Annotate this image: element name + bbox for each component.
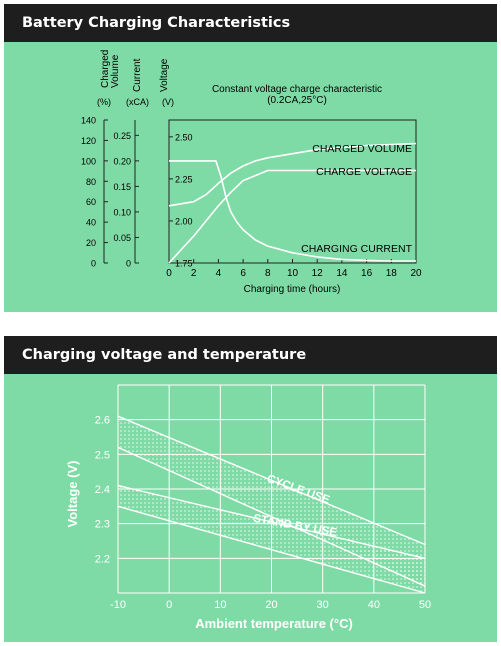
current-tick-label: 0: [126, 259, 131, 269]
x-tick-label: 10: [214, 599, 226, 611]
x-tick-label: 16: [361, 268, 373, 279]
x-tick-label: 4: [216, 268, 222, 279]
x-tick-label: 20: [265, 599, 277, 611]
x-tick-label: 30: [317, 599, 329, 611]
x-tick-label: -10: [110, 599, 126, 611]
current-tick-label: 0.10: [113, 207, 131, 217]
x-tick-label: 6: [240, 268, 246, 279]
x-tick-label: 10: [287, 268, 299, 279]
current-tick-label: 0.25: [113, 131, 131, 141]
x-tick-label: 14: [336, 268, 348, 279]
volume-tick-label: 140: [81, 116, 96, 126]
voltage-temperature-chart: Voltage (V) Ambient temperature (°C) 2.6…: [65, 384, 431, 631]
volume-tick-label: 40: [86, 218, 96, 228]
volume-tick-label: 60: [86, 197, 96, 207]
volume-tick-label: 80: [86, 177, 96, 187]
voltage-tick-label: 2.25: [175, 174, 193, 184]
stand-by-use-lower-line: [117, 505, 426, 594]
x-tick-label: 50: [419, 599, 431, 611]
charge-voltage-line: [168, 169, 416, 264]
axis-header-voltage: Voltage: [159, 58, 170, 92]
axis-unit-voltage: (V): [162, 97, 174, 107]
charged-volume-line: [168, 142, 417, 207]
x-tick-label: 8: [265, 268, 271, 279]
charged-volume-label: CHARGED VOLUME: [312, 143, 412, 155]
axis-unit-volume: (%): [97, 97, 111, 107]
voltage-tick-label: 1.75: [175, 259, 193, 269]
x-tick-label: 0: [166, 599, 172, 611]
y-axis-label: Voltage (V): [65, 461, 80, 528]
y-tick-label: 2.4: [95, 484, 110, 496]
voltage-temperature-panel: Voltage (V) Ambient temperature (°C) 2.6…: [4, 374, 497, 642]
voltage-tick-label: 2.50: [175, 132, 193, 142]
voltage-tick-label: 2.00: [175, 216, 193, 226]
x-tick-label: 20: [410, 268, 422, 279]
stand-by-use-upper-line: [117, 484, 426, 560]
volume-tick-label: 0: [91, 259, 96, 269]
charging-current-label: CHARGING CURRENT: [301, 243, 412, 255]
axis-header-charged: Charged: [100, 50, 111, 88]
x-tick-label: 40: [368, 599, 380, 611]
y-tick-label: 2.6: [95, 415, 110, 427]
chart-annotation-subtitle: (0.2CA,25°C): [267, 95, 327, 106]
section-header-voltage-temperature: Charging voltage and temperature: [4, 336, 497, 374]
section-header-charging-characteristics: Battery Charging Characteristics: [4, 4, 497, 42]
current-tick-label: 0.15: [113, 182, 131, 192]
axis-unit-current: (xCA): [126, 97, 149, 107]
y-tick-label: 2.5: [95, 449, 110, 461]
current-tick-label: 0.05: [113, 233, 131, 243]
current-tick-label: 0.20: [113, 156, 131, 166]
x-tick-label: 12: [312, 268, 324, 279]
volume-tick-label: 100: [81, 156, 96, 166]
charging-current-line: [169, 160, 416, 262]
y-tick-label: 2.2: [95, 553, 110, 565]
charge-voltage-label: CHARGE VOLTAGE: [316, 166, 412, 178]
x-tick-label: 2: [191, 268, 197, 279]
x-tick-label: 0: [166, 268, 172, 279]
x-axis-label: Charging time (hours): [244, 284, 341, 295]
plot-frame: [168, 119, 417, 264]
charging-characteristics-chart: Charged Volume Current Voltage (%) (xCA)…: [81, 50, 422, 295]
x-tick-label: 18: [386, 268, 398, 279]
section-title: Battery Charging Characteristics: [22, 15, 291, 31]
volume-tick-label: 20: [86, 238, 96, 248]
y-tick-label: 2.3: [95, 519, 110, 531]
charging-characteristics-panel: Charged Volume Current Voltage (%) (xCA)…: [4, 42, 497, 312]
section-title: Charging voltage and temperature: [22, 347, 307, 363]
stand-by-use-band-fill: [118, 485, 425, 593]
x-axis-label: Ambient temperature (°C): [195, 616, 353, 631]
axis-header-volume: Volume: [110, 54, 121, 88]
chart-annotation-title: Constant voltage charge characteristic: [212, 84, 382, 95]
axis-header-current: Current: [132, 58, 143, 92]
volume-tick-label: 120: [81, 136, 96, 146]
cycle-use-upper-line: [117, 415, 426, 546]
